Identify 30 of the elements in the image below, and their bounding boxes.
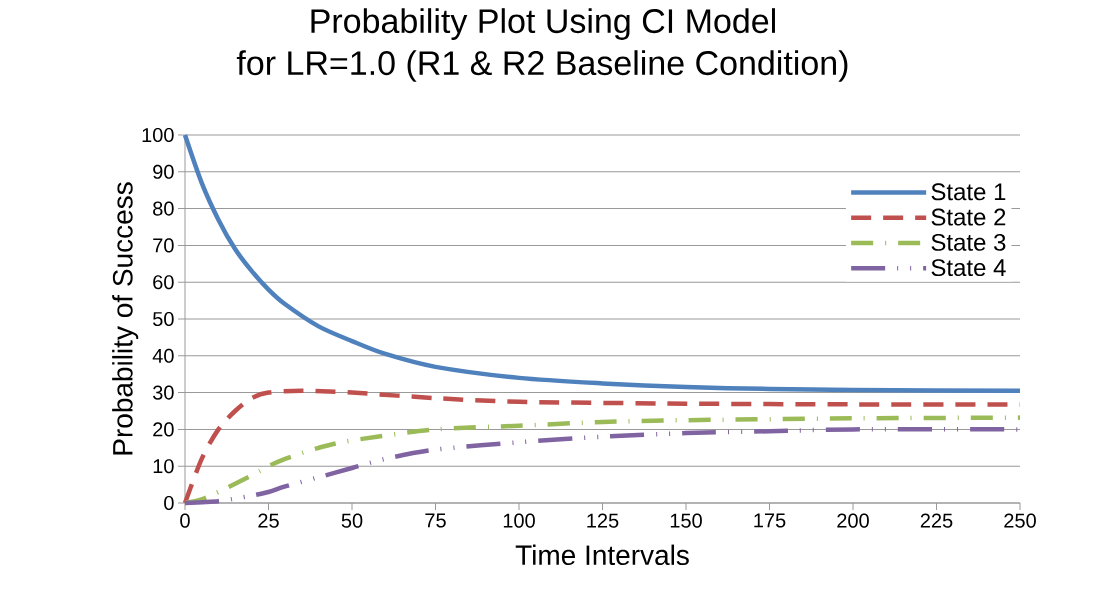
x-tick-label: 125 (587, 513, 619, 528)
x-tick-label: 100 (503, 513, 535, 528)
y-tick-label: 100 (142, 127, 174, 143)
x-axis-title: Time Intervals (515, 544, 689, 566)
legend-label: State 1 (931, 183, 1006, 201)
y-axis-title: Probability of Success (112, 182, 139, 455)
y-tick-label: 0 (164, 495, 174, 511)
chart-title: Probability Plot Using CI Model for LR=1.0 (R1 & R2 Baseline Condition) (236, 8, 848, 82)
x-tick-label: 0 (180, 513, 190, 528)
y-tick-label: 40 (152, 348, 174, 363)
y-tick-label: 80 (153, 201, 174, 216)
x-tick-label: 75 (425, 513, 446, 528)
line-series (182, 132, 1023, 394)
y-tick-label: 50 (153, 311, 174, 327)
x-tick-label: 175 (754, 513, 786, 528)
y-tick-label: 20 (153, 422, 174, 437)
x-tick-label: 250 (1004, 513, 1036, 528)
x-tick-label: 25 (258, 513, 279, 528)
x-tick-label: 200 (837, 513, 869, 528)
y-tick-label: 10 (153, 459, 174, 474)
legend-label: State 3 (931, 233, 1006, 251)
x-tick-label: 50 (341, 513, 363, 528)
y-tick-label: 90 (153, 164, 174, 179)
x-tick-label: 150 (670, 513, 702, 528)
legend-label: State 2 (931, 208, 1006, 226)
x-tick-label: 225 (920, 513, 953, 528)
y-tick-label: 60 (153, 275, 174, 290)
y-tick-label: 30 (152, 385, 174, 400)
y-tick-label: 70 (153, 238, 174, 253)
legend-label: State 4 (931, 259, 1006, 277)
